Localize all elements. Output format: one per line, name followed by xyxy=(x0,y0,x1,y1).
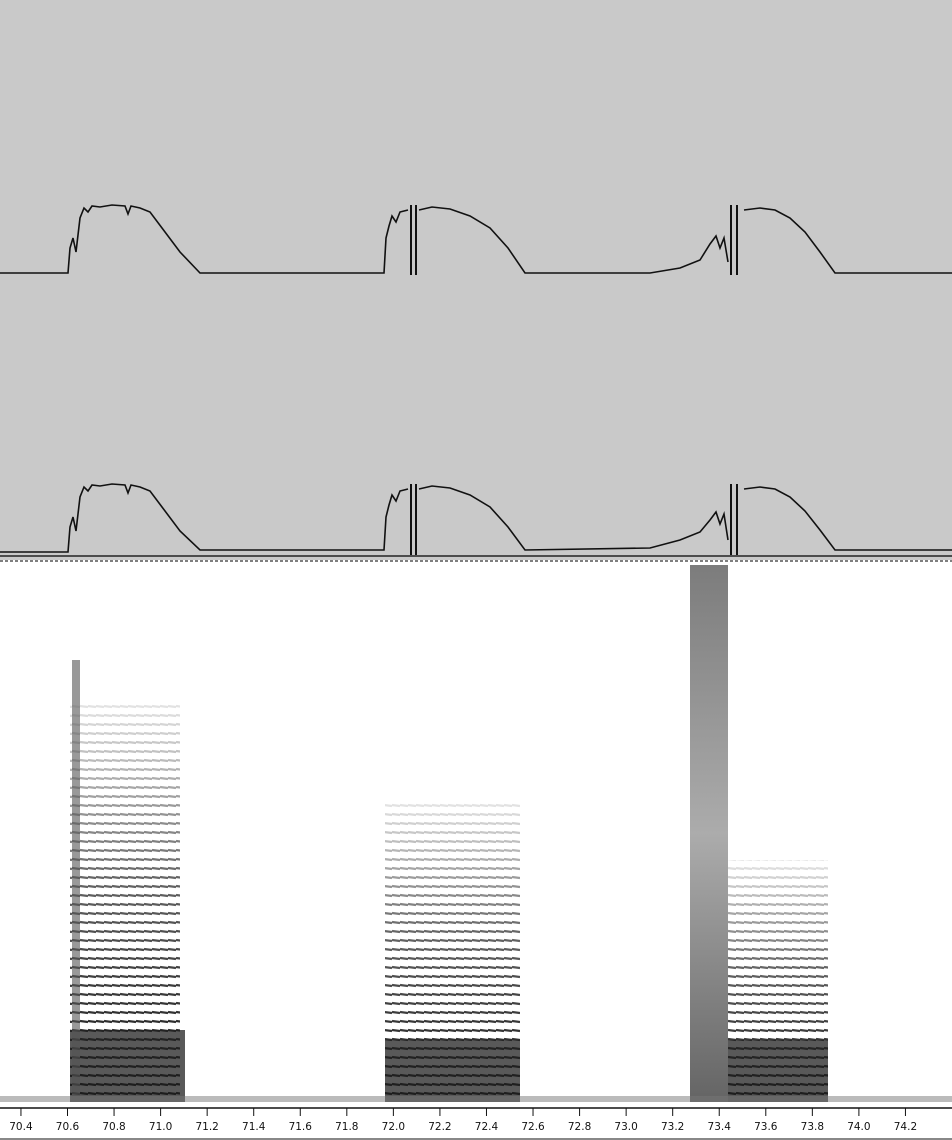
burst xyxy=(72,660,80,1100)
x-tick-label: 73.2 xyxy=(661,1121,684,1133)
x-tick-label: 72.6 xyxy=(521,1121,545,1133)
low-band xyxy=(385,1040,520,1102)
x-tick-label: 74.0 xyxy=(847,1121,870,1133)
contour-lower xyxy=(0,483,952,553)
x-tick-label: 72.4 xyxy=(475,1121,499,1133)
x-tick-label: 73.8 xyxy=(801,1121,824,1133)
segment-boundaries xyxy=(410,205,738,555)
x-tick-label: 71.0 xyxy=(149,1121,172,1133)
contour-panel xyxy=(0,0,952,560)
contours xyxy=(0,204,952,553)
x-tick-label: 73.4 xyxy=(708,1121,732,1133)
x-tick-label: 72.8 xyxy=(568,1121,591,1133)
x-tick-label: 71.4 xyxy=(242,1121,266,1133)
x-tick-label: 74.2 xyxy=(894,1121,917,1133)
x-tick-label: 70.4 xyxy=(9,1121,33,1133)
spectrogram xyxy=(0,565,952,1102)
low-band xyxy=(70,1030,185,1102)
x-tick-label: 73.0 xyxy=(614,1121,637,1133)
x-tick-label: 70.8 xyxy=(102,1121,125,1133)
x-tick-label: 70.6 xyxy=(56,1121,80,1133)
fricative xyxy=(690,565,728,1102)
noise-floor xyxy=(0,1096,952,1102)
contour-upper xyxy=(0,204,952,274)
low-band xyxy=(728,1040,828,1102)
x-tick-label: 71.8 xyxy=(335,1121,358,1133)
x-tick-label: 71.6 xyxy=(289,1121,313,1133)
x-tick-label: 71.2 xyxy=(195,1121,218,1133)
x-tick-label: 72.2 xyxy=(428,1121,451,1133)
x-tick-label: 73.6 xyxy=(754,1121,778,1133)
x-tick-label: 72.0 xyxy=(382,1121,405,1133)
